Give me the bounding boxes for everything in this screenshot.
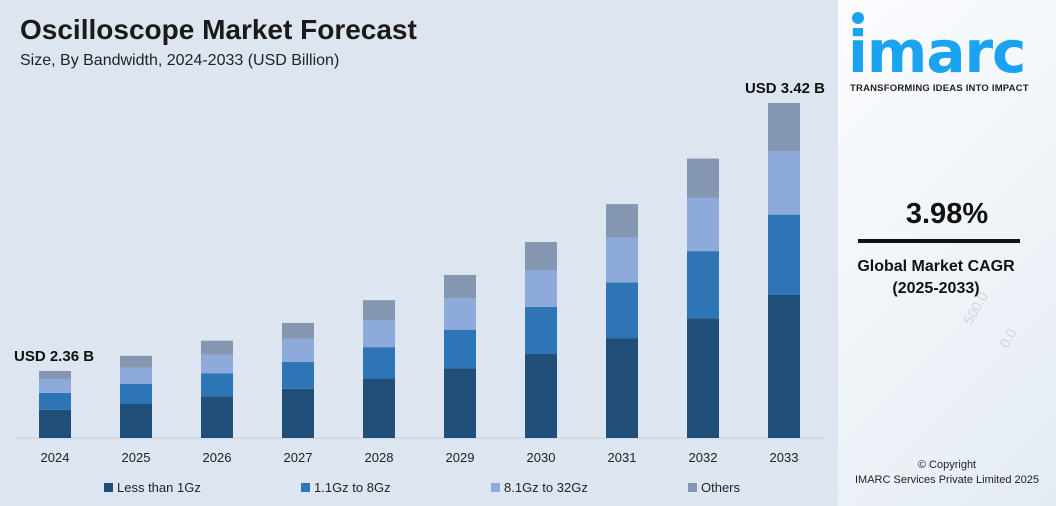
bar-segment-2033-0 [768, 294, 800, 438]
logo-tagline: TRANSFORMING IDEAS INTO IMPACT [850, 83, 1029, 94]
chart-subtitle: Size, By Bandwidth, 2024-2033 (USD Billi… [20, 52, 340, 69]
total-annotation: USD 3.42 B [745, 80, 825, 97]
bar-segment-2032-2 [687, 197, 719, 252]
info-panel: 500.0 0.0 imarc TRANSFORMING IDEAS INTO … [838, 0, 1056, 506]
cagr-label: Global Market CAGR (2025-2033) [838, 256, 1034, 300]
bar-segment-2025-3 [120, 355, 152, 368]
bar-segment-2025-0 [120, 403, 152, 438]
bar-segment-2026-0 [201, 396, 233, 438]
legend-label: 1.1Gz to 8Gz [314, 480, 391, 495]
bar-segment-2029-3 [444, 274, 476, 299]
bar-segment-2024-3 [39, 370, 71, 379]
bar-segment-2025-1 [120, 384, 152, 404]
x-tick-label: 2026 [203, 450, 232, 465]
bar-segment-2024-0 [39, 409, 71, 438]
cagr-value: 3.98% [905, 198, 989, 230]
legend-label: Less than 1Gz [117, 480, 201, 495]
legend-label: 8.1Gz to 32Gz [504, 480, 588, 495]
x-tick-label: 2024 [41, 450, 70, 465]
x-tick-label: 2029 [446, 450, 475, 465]
bar-segment-2028-2 [363, 320, 395, 348]
legend-item-1-1gz-to-8gz: 1.1Gz to 8Gz [301, 480, 391, 495]
x-tick-label: 2033 [770, 450, 799, 465]
legend-label: Others [701, 480, 741, 495]
legend-item-others: Others [688, 480, 740, 495]
bar-segment-2033-1 [768, 214, 800, 295]
stacked-bar-chart: 2024 2025 2026 2027 2028 2029 2030 2031 2032 2033… [14, 80, 825, 465]
legend-swatch [301, 483, 310, 492]
bar-segment-2026-3 [201, 340, 233, 355]
bar-segment-2032-0 [687, 318, 719, 438]
bar-segment-2032-3 [687, 158, 719, 198]
background-decoration: 0.0 [995, 325, 1020, 351]
legend-item-less-than-1gz: Less than 1Gz [104, 480, 201, 495]
chart-panel: Oscilloscope Market Forecast Size, By Ba… [0, 0, 838, 506]
bar-segment-2031-1 [606, 282, 638, 339]
bar-segment-2027-2 [282, 338, 314, 362]
bar-segment-2027-0 [282, 388, 314, 438]
bar-segment-2029-0 [444, 368, 476, 438]
bar-segment-2029-1 [444, 329, 476, 369]
bar-segment-2032-1 [687, 251, 719, 319]
bar-segment-2028-3 [363, 300, 395, 321]
bar-segment-2024-2 [39, 378, 71, 393]
legend-swatch [104, 483, 113, 492]
divider [858, 239, 1020, 243]
bar-segment-2031-3 [606, 204, 638, 238]
legend-swatch [688, 483, 697, 492]
x-tick-label: 2032 [689, 450, 718, 465]
bar-segment-2027-1 [282, 361, 314, 389]
x-tick-label: 2025 [122, 450, 151, 465]
bar-segment-2033-3 [768, 102, 800, 151]
bar-segment-2030-2 [525, 270, 557, 307]
copyright-line1: © Copyright [917, 459, 977, 471]
x-tick-label: 2031 [608, 450, 637, 465]
bar-segment-2030-1 [525, 306, 557, 355]
x-tick-label: 2030 [527, 450, 556, 465]
x-tick-label: 2028 [365, 450, 394, 465]
cagr-label-line2: (2025-2033) [892, 280, 980, 297]
imarc-logo: imarc [848, 18, 1026, 86]
bar-segment-2033-2 [768, 150, 800, 215]
logo-dot [852, 12, 864, 24]
total-annotation: USD 2.36 B [14, 348, 94, 365]
bar-segment-2030-0 [525, 354, 557, 438]
bar-segment-2028-0 [363, 379, 395, 438]
bar-segment-2028-1 [363, 347, 395, 380]
bar-segment-2026-1 [201, 373, 233, 397]
copyright-line2: IMARC Services Private Limited 2025 [854, 474, 1039, 486]
bar-segment-2029-2 [444, 298, 476, 330]
bar-segment-2031-0 [606, 338, 638, 438]
copyright: © Copyright IMARC Services Private Limit… [838, 458, 1056, 488]
legend-item-8-1gz-to-32gz: 8.1Gz to 32Gz [491, 480, 588, 495]
x-tick-label: 2027 [284, 450, 313, 465]
cagr-label-line1: Global Market CAGR [857, 258, 1015, 275]
bar-segment-2025-2 [120, 367, 152, 385]
bar-segment-2030-3 [525, 242, 557, 271]
legend-swatch [491, 483, 500, 492]
bar-segment-2024-1 [39, 392, 71, 410]
bar-segment-2026-2 [201, 354, 233, 374]
bar-segment-2027-3 [282, 322, 314, 339]
chart-title: Oscilloscope Market Forecast [20, 14, 417, 45]
bar-segment-2031-2 [606, 237, 638, 283]
